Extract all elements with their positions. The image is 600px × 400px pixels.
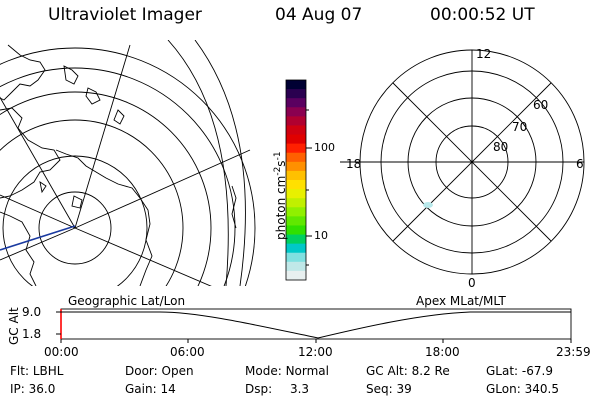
coastline (0, 211, 37, 286)
mlt-label-6: 6 (576, 157, 584, 171)
polar-diagonal (392, 82, 552, 242)
altitude-ytick-label: 9.0 (22, 305, 42, 319)
coastline (0, 44, 46, 101)
geo-lat-circle (2, 155, 148, 286)
geo-meridian (74, 149, 251, 229)
unit-exponent: -1 (273, 151, 283, 161)
info-gain: Gain: 14 (125, 382, 176, 396)
info-seq: Seq: 39 (366, 382, 412, 396)
coastline (113, 109, 125, 125)
colorbar-segment (286, 225, 306, 236)
coastline (85, 87, 101, 105)
geo-lat-circle (0, 119, 184, 286)
colorbar-segment (286, 207, 306, 217)
apex-label: Apex MLat/MLT (416, 294, 506, 308)
colorbar-segment (286, 89, 306, 99)
geo-lat-circle (0, 47, 256, 286)
coastline (55, 149, 153, 286)
colorbar-segment (286, 252, 306, 263)
time-tick-label: 18:00 (425, 345, 460, 359)
colorbar-segment (286, 170, 306, 181)
geo-lat-circle (38, 191, 112, 265)
colorbar-segment (286, 125, 306, 136)
time-tick-label: 23:59 (556, 345, 591, 359)
orbit-track (0, 225, 76, 251)
coastline (71, 195, 83, 209)
geo-lat-circle (0, 91, 212, 286)
geo-meridian (74, 44, 131, 229)
info-gc-alt: GC Alt: 8.2 Re (366, 364, 450, 378)
mlat-label-70: 70 (512, 120, 528, 134)
colorbar-segment (286, 107, 306, 117)
geo-edge-arc (194, 40, 246, 286)
colorbar-segment (286, 98, 306, 108)
colorbar-frame (285, 79, 307, 281)
time-tick-label: 12:00 (298, 345, 333, 359)
coastline (39, 181, 47, 194)
geo-meridian (0, 227, 76, 261)
info-glat: GLat: -67.9 (486, 364, 553, 378)
geo-meridian (0, 194, 76, 229)
geo-edge-arc (167, 40, 229, 286)
info-glon: GLon: 340.5 (486, 382, 559, 396)
info-dsp: Dsp: 3.3 (245, 382, 310, 396)
colorbar-tick-label-10: 10 (314, 229, 328, 242)
coastline (0, 107, 61, 199)
instrument-title: Ultraviolet Imager (48, 5, 202, 25)
colorbar-segment (286, 80, 306, 90)
colorbar-segment (286, 234, 306, 245)
colorbar-segment (286, 116, 306, 126)
time-label: 00:00:52 UT (430, 5, 535, 25)
geo-meridian (74, 227, 212, 286)
altitude-ytick-label: 1.8 (22, 327, 42, 341)
geo-lat-circle (0, 67, 236, 286)
mlt-label-0: 0 (468, 276, 476, 290)
coastline (231, 185, 237, 229)
mlt-label-12: 12 (476, 47, 492, 61)
colorbar-segment (286, 243, 306, 254)
colorbar-segment (286, 189, 306, 199)
colorbar-unit-label: photon cm-2s-1 (273, 151, 288, 240)
colorbar-segment (286, 180, 306, 190)
time-tick-label: 00:00 (44, 345, 79, 359)
date-label: 04 Aug 07 (275, 5, 363, 25)
colorbar-segment (286, 134, 306, 145)
mlt-label-18: 18 (346, 157, 362, 171)
mlat-label-80: 80 (493, 140, 509, 154)
colorbar-segment (286, 152, 306, 163)
altitude-axis-label: GC Alt (7, 307, 21, 345)
geographic-map (0, 40, 256, 286)
colorbar-segment (286, 198, 306, 208)
colorbar-tick-label-100: 100 (314, 141, 335, 154)
colorbar-segment (286, 161, 306, 172)
colorbar (286, 80, 306, 281)
colorbar-segment (286, 270, 306, 281)
info-mode: Mode: Normal (245, 364, 329, 378)
altitude-curve (61, 311, 571, 339)
time-tick-label: 06:00 (170, 345, 205, 359)
mlat-label-60: 60 (533, 98, 549, 112)
geographic-label: Geographic Lat/Lon (68, 294, 186, 308)
altitude-frame (60, 308, 572, 340)
info-filter: Flt: LBHL (10, 364, 64, 378)
colorbar-segment (286, 261, 306, 272)
coastline (63, 65, 79, 85)
unit-exponent: -2 (273, 166, 283, 176)
aurora-blob (423, 202, 433, 208)
colorbar-segment (286, 216, 306, 226)
altitude-panel (56, 308, 572, 343)
geo-meridian (0, 96, 76, 229)
colorbar-segment (286, 143, 306, 154)
info-ip: IP: 36.0 (10, 382, 56, 396)
unit-seconds: s (274, 160, 288, 167)
polar-plot (340, 49, 585, 275)
info-door: Door: Open (125, 364, 194, 378)
